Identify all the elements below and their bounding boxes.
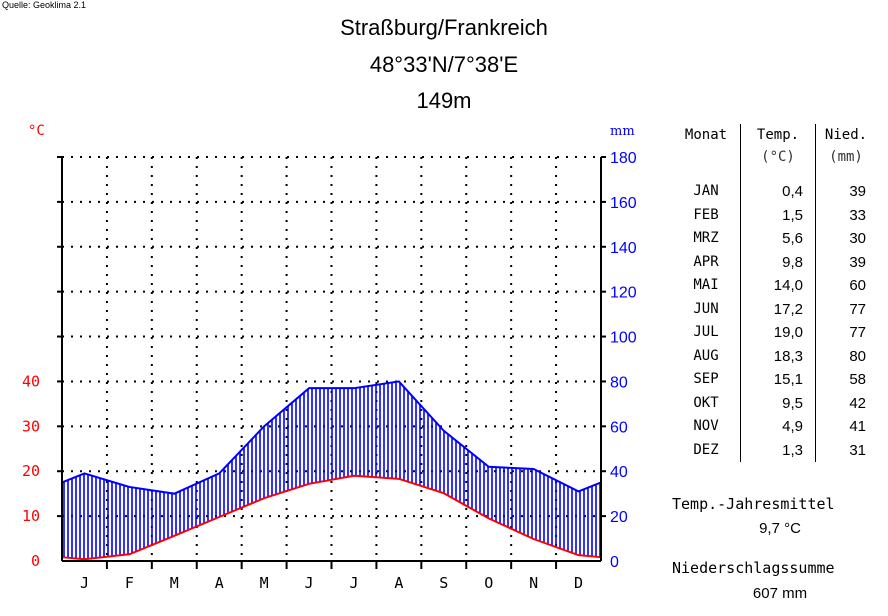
table-row: APR 9,8 39 [672, 250, 876, 274]
header-precip: Nied. [815, 124, 876, 146]
ylabel-left: °C [28, 123, 45, 139]
precip-value: 80 [815, 344, 876, 368]
month-label: J [349, 574, 358, 592]
header-month: Monat [684, 127, 728, 143]
precip-value: 41 [815, 415, 876, 439]
month-label: D [574, 574, 583, 592]
data-lines [61, 380, 602, 561]
temp-value: 18,3 [740, 344, 816, 368]
month-label: N [529, 574, 538, 592]
tick-label-left: 30 [22, 417, 40, 435]
axis-labels: 0 10 20 30 40 0 20 40 60 80 100 120 140 160 180 °C mm J F M… [22, 123, 637, 592]
chart-title: Straßburg/Frankreich [340, 15, 548, 40]
temp-value: 5,6 [740, 227, 816, 251]
precip-line [61, 380, 602, 495]
month-name: DEZ [693, 441, 719, 458]
month-name: JUN [693, 300, 719, 317]
climate-table: Monat Temp. Nied. (°C) (mm) JAN 0,4 39 FEB… [672, 124, 876, 462]
precip-value: 77 [815, 297, 876, 321]
source-note: Quelle: Geoklima 2.1 [2, 0, 87, 10]
precip-value: 58 [815, 368, 876, 392]
table-row: AUG 18,3 80 [672, 344, 876, 368]
month-label: M [260, 574, 269, 592]
month-name: MRZ [693, 230, 719, 246]
precip-value: 77 [815, 321, 876, 345]
precip-value: 39 [815, 250, 876, 274]
table-row: JAN 0,4 39 [672, 180, 876, 204]
table-row: MRZ 5,6 30 [672, 227, 876, 251]
temp-value: 19,0 [740, 321, 816, 345]
tick-label-right: 180 [610, 150, 637, 167]
temp-value: 9,5 [740, 391, 816, 415]
table-row: MAI 14,0 60 [672, 274, 876, 298]
precip-value: 33 [815, 203, 876, 227]
month-label: J [305, 574, 314, 592]
tick-label-left: 10 [22, 507, 40, 525]
temp-value: 4,9 [740, 415, 816, 439]
tick-label-left: 0 [31, 552, 40, 570]
month-label: F [125, 574, 134, 592]
tick-label-right: 80 [610, 374, 628, 391]
tick-label-right: 40 [610, 464, 628, 481]
tick-label-right: 20 [610, 509, 628, 526]
month-label: O [484, 574, 493, 592]
month-label: J [80, 574, 89, 592]
month-label: S [439, 574, 448, 592]
month-label: M [170, 574, 179, 592]
month-name: SEP [693, 371, 719, 387]
temp-value: 0,4 [740, 180, 816, 204]
month-name: AUG [693, 347, 719, 364]
month-label: A [394, 574, 403, 592]
month-name: MAI [693, 277, 719, 293]
unit-month [672, 146, 741, 168]
precip-value: 42 [815, 391, 876, 415]
precip-value: 31 [815, 438, 876, 462]
tick-label-right: 100 [610, 330, 637, 347]
unit-temp: (°C) [740, 146, 816, 168]
table-row: JUL 19,0 77 [672, 321, 876, 345]
temp-value: 14,0 [740, 274, 816, 298]
tick-label-right: 140 [610, 240, 637, 257]
annual-precip-label: Niederschlagssumme [672, 559, 835, 577]
temp-value: 1,3 [740, 438, 816, 462]
table-row: FEB 1,5 33 [672, 203, 876, 227]
month-name: APR [693, 253, 719, 270]
tick-label-left: 20 [22, 462, 40, 480]
precip-value: 39 [815, 180, 876, 204]
month-name: JUL [693, 324, 719, 340]
precip-value: 60 [815, 274, 876, 298]
ylabel-right: mm [610, 124, 635, 139]
annual-temp-value: 9,7 °C [759, 520, 801, 537]
table-row: SEP 15,1 58 [672, 368, 876, 392]
table-row: DEZ 1,3 31 [672, 438, 876, 462]
tick-label-right: 120 [610, 285, 637, 302]
precip-value: 30 [815, 227, 876, 251]
hatch-fill [63, 381, 601, 560]
annual-temp-label: Temp.-Jahresmittel [672, 495, 835, 513]
table-row: OKT 9,5 42 [672, 391, 876, 415]
temp-value: 17,2 [740, 297, 816, 321]
elevation: 149m [416, 88, 472, 113]
annual-precip-value: 607 mm [752, 585, 808, 602]
month-name: OKT [693, 394, 719, 411]
month-name: NOV [693, 418, 719, 434]
month-name: JAN [693, 183, 719, 199]
header-temp: Temp. [740, 124, 816, 146]
tick-label-right: 60 [610, 419, 628, 436]
axes [57, 156, 606, 569]
temp-value: 15,1 [740, 368, 816, 392]
temp-line [61, 474, 602, 561]
unit-precip: (mm) [815, 146, 876, 168]
month-name: FEB [693, 206, 719, 223]
tick-label-left: 40 [22, 372, 40, 390]
table-row: JUN 17,2 77 [672, 297, 876, 321]
tick-label-right: 160 [610, 195, 637, 212]
tick-label-right: 0 [610, 554, 619, 571]
month-label: A [215, 574, 224, 592]
temp-value: 9,8 [740, 250, 816, 274]
table-row: NOV 4,9 41 [672, 415, 876, 439]
temp-value: 1,5 [740, 203, 816, 227]
coordinates: 48°33'N/7°38'E [369, 52, 519, 77]
